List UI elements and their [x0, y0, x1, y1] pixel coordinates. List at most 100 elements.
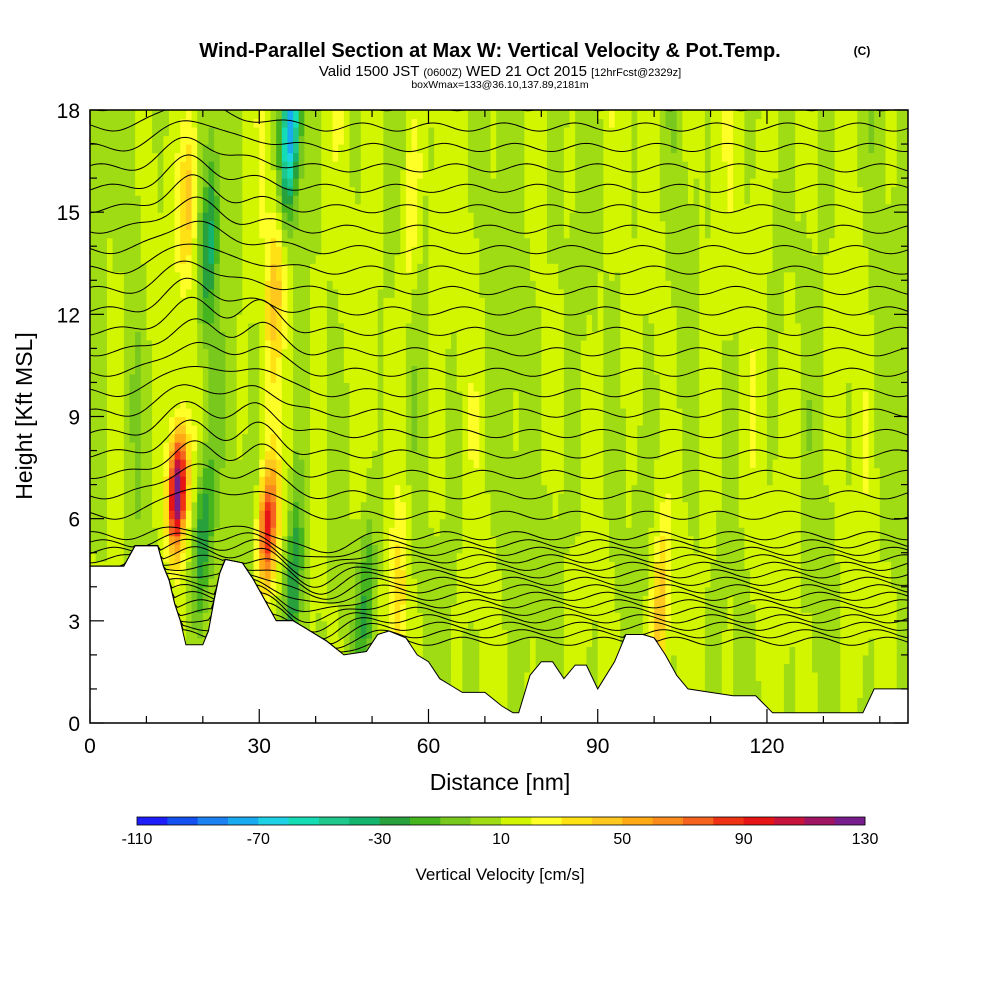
velocity-cell	[349, 254, 356, 264]
velocity-cell	[473, 407, 480, 418]
velocity-cell	[140, 399, 148, 409]
velocity-cell	[360, 263, 368, 273]
velocity-cell	[405, 271, 413, 281]
velocity-cell	[287, 467, 294, 477]
velocity-cell	[225, 535, 232, 545]
velocity-cell	[304, 186, 311, 196]
velocity-cell	[287, 271, 294, 281]
velocity-cell	[191, 544, 198, 554]
velocity-cell	[191, 561, 198, 571]
velocity-cell	[118, 390, 125, 401]
velocity-cell	[310, 561, 317, 571]
velocity-cell	[293, 339, 300, 349]
velocity-cell	[473, 620, 480, 630]
velocity-cell	[332, 212, 339, 222]
velocity-cell	[310, 459, 317, 469]
velocity-cell	[247, 569, 255, 579]
velocity-cell	[467, 663, 475, 673]
velocity-cell	[135, 348, 142, 358]
velocity-cell	[355, 603, 362, 613]
velocity-cell	[152, 501, 159, 511]
velocity-cell	[377, 578, 384, 588]
velocity-cell	[247, 118, 255, 128]
velocity-cell	[422, 654, 430, 664]
velocity-cell	[236, 271, 243, 281]
velocity-cell	[383, 169, 390, 179]
velocity-cell	[434, 620, 441, 630]
velocity-cell	[355, 356, 362, 367]
velocity-cell	[281, 399, 289, 409]
velocity-cell	[90, 288, 97, 298]
velocity-cell	[411, 552, 418, 562]
velocity-cell	[270, 348, 277, 358]
velocity-cell	[428, 348, 435, 358]
velocity-cell	[281, 586, 289, 596]
velocity-cell	[377, 322, 384, 332]
velocity-cell	[118, 399, 125, 409]
velocity-cell	[281, 407, 289, 418]
velocity-cell	[208, 476, 215, 486]
velocity-cell	[473, 229, 480, 239]
velocity-cell	[118, 322, 125, 332]
velocity-cell	[174, 527, 181, 537]
velocity-cell	[259, 586, 266, 596]
velocity-cell	[118, 314, 125, 324]
velocity-cell	[112, 271, 119, 281]
velocity-cell	[202, 127, 210, 137]
velocity-cell	[202, 135, 210, 145]
velocity-cell	[417, 144, 424, 154]
velocity-cell	[360, 518, 368, 528]
velocity-cell	[422, 646, 430, 656]
velocity-cell	[411, 527, 418, 537]
velocity-cell	[163, 237, 170, 247]
velocity-cell	[405, 493, 413, 503]
velocity-cell	[287, 527, 294, 537]
velocity-cell	[185, 161, 193, 171]
velocity-cell	[123, 467, 131, 477]
velocity-cell	[168, 280, 176, 290]
velocity-cell	[231, 322, 238, 332]
velocity-cell	[326, 484, 334, 494]
velocity-cell	[276, 161, 283, 171]
velocity-cell	[383, 348, 390, 358]
velocity-cell	[112, 552, 119, 562]
velocity-cell	[112, 127, 119, 137]
velocity-cell	[349, 135, 356, 145]
velocity-cell	[231, 493, 238, 503]
velocity-cell	[338, 407, 345, 418]
velocity-cell	[349, 450, 356, 460]
velocity-cell	[428, 620, 435, 630]
velocity-cell	[264, 229, 272, 239]
velocity-cell	[118, 254, 125, 264]
velocity-cell	[332, 203, 339, 213]
velocity-cell	[439, 450, 447, 460]
velocity-cell	[366, 331, 373, 341]
velocity-cell	[304, 382, 311, 392]
velocity-cell	[451, 288, 458, 298]
velocity-cell	[259, 195, 266, 205]
velocity-cell	[118, 348, 125, 358]
velocity-cell	[270, 450, 277, 460]
velocity-cell	[146, 442, 153, 452]
velocity-cell	[349, 382, 356, 392]
velocity-cell	[349, 629, 356, 639]
velocity-cell	[152, 152, 159, 162]
velocity-cell	[400, 569, 407, 579]
velocity-cell	[338, 246, 345, 256]
velocity-cell	[185, 544, 193, 554]
velocity-cell	[191, 169, 198, 179]
velocity-cell	[287, 161, 294, 171]
velocity-cell	[298, 493, 305, 503]
velocity-cell	[304, 544, 311, 554]
velocity-cell	[259, 322, 266, 332]
velocity-cell	[428, 518, 435, 528]
velocity-cell	[90, 373, 97, 384]
velocity-cell	[157, 118, 164, 128]
velocity-cell	[360, 510, 368, 520]
velocity-cell	[168, 544, 176, 554]
velocity-cell	[321, 365, 328, 375]
velocity-cell	[185, 390, 193, 401]
velocity-cell	[366, 280, 373, 290]
velocity-cell	[259, 288, 266, 298]
velocity-cell	[321, 476, 328, 486]
